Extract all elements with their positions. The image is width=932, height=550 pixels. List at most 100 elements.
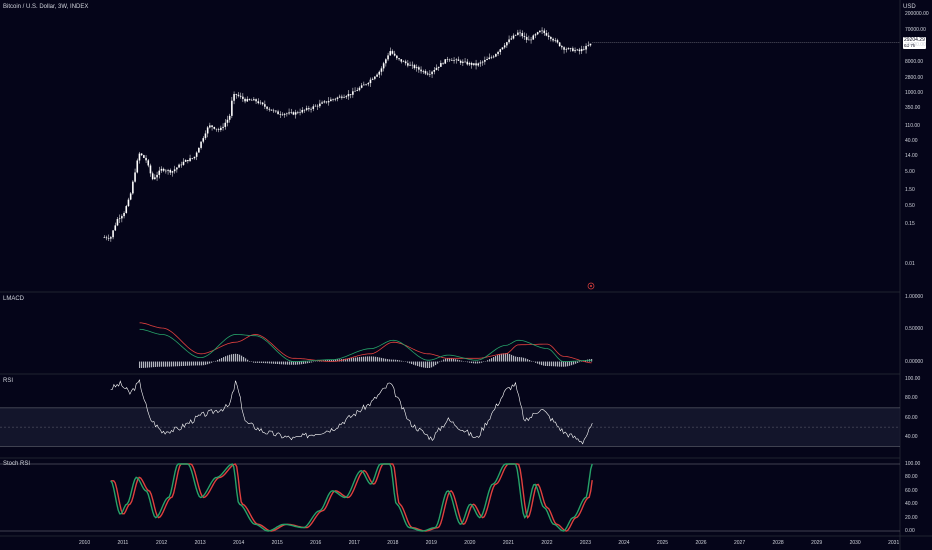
- stoch-k-line: [110, 463, 593, 532]
- lmacd-histogram-bar: [486, 360, 489, 362]
- candle-body: [466, 61, 469, 65]
- lmacd-histogram-bar: [456, 359, 459, 362]
- candle-body: [468, 63, 471, 65]
- lmacd-histogram-bar: [578, 361, 581, 363]
- lmacd-histogram-bar: [246, 359, 249, 362]
- candle-body: [556, 40, 559, 43]
- lmacd-histogram-bar: [170, 361, 173, 367]
- candle-body: [369, 79, 372, 84]
- time-axis-label: 2026: [695, 540, 707, 546]
- lmacd-histogram-bar: [466, 361, 469, 363]
- candle-body: [145, 157, 147, 161]
- candle-body: [409, 64, 411, 66]
- lmacd-histogram-bar: [410, 361, 413, 365]
- candle-body: [160, 168, 163, 171]
- lmacd-histogram-bar: [210, 361, 213, 363]
- candle-body: [158, 170, 161, 175]
- candle-body: [162, 168, 165, 171]
- lmacd-axis-label: 0.50000: [905, 326, 924, 333]
- candle-body: [585, 45, 587, 50]
- time-axis-label: 2013: [194, 540, 206, 546]
- lmacd-histogram-bar: [226, 355, 229, 362]
- time-axis-label: 2028: [772, 540, 784, 546]
- candle-body: [349, 94, 352, 95]
- lmacd-histogram-bar: [326, 359, 329, 362]
- candle-body: [118, 218, 121, 220]
- candle-body: [574, 50, 576, 52]
- candle-body: [477, 63, 480, 66]
- lmacd-histogram-bar: [398, 360, 401, 362]
- candle-body: [325, 101, 328, 103]
- price-axis-label: 1000.00: [905, 89, 924, 96]
- candle-body: [198, 147, 200, 153]
- lmacd-histogram-bar: [176, 361, 179, 367]
- lmacd-histogram-bar: [344, 358, 347, 362]
- candle-body: [404, 61, 407, 64]
- lmacd-histogram-bar: [292, 361, 295, 365]
- candle-body: [167, 169, 169, 171]
- price-axis-label: 350.00: [905, 105, 921, 112]
- candle-body: [147, 160, 150, 166]
- rsi-title[interactable]: RSI: [3, 378, 14, 384]
- lmacd-histogram-bar: [138, 361, 141, 368]
- lmacd-histogram-bar: [498, 354, 501, 362]
- candle-body: [255, 99, 257, 102]
- candle-body: [334, 98, 337, 100]
- stoch-rsi-title[interactable]: Stoch RSI: [3, 461, 31, 467]
- candle-body: [112, 230, 114, 238]
- candle-body: [495, 54, 497, 57]
- candle-body: [448, 59, 451, 61]
- lmacd-histogram-bar: [218, 358, 221, 362]
- candle-body: [411, 64, 414, 66]
- candle-body: [239, 95, 242, 97]
- candle-body: [169, 169, 172, 173]
- candle-body: [576, 49, 579, 51]
- lmacd-histogram-bar: [558, 361, 561, 367]
- time-axis-label: 2021: [502, 540, 514, 546]
- lmacd-histogram-bar: [230, 354, 233, 362]
- candle-body: [413, 65, 416, 69]
- time-axis-label: 2012: [156, 540, 168, 546]
- candle-body: [343, 97, 345, 98]
- lmacd-histogram-bar: [266, 361, 269, 364]
- lmacd-histogram-bar: [368, 356, 371, 362]
- lmacd-histogram-bar: [232, 353, 235, 362]
- candle-body: [374, 76, 376, 79]
- symbol-title[interactable]: Bitcoin / U.S. Dollar, 3W, INDEX: [3, 4, 89, 10]
- lmacd-histogram-bar: [492, 357, 495, 362]
- candle-body: [277, 111, 279, 115]
- candle-body: [316, 105, 319, 107]
- lmacd-histogram-bar: [452, 358, 455, 362]
- candle-body: [523, 36, 526, 37]
- event-marker-icon: [587, 282, 595, 290]
- candle-body: [272, 110, 275, 112]
- lmacd-histogram-bar: [378, 357, 381, 362]
- lmacd-histogram-bar: [430, 361, 433, 368]
- price-axis-label: 5.00: [905, 168, 915, 175]
- candle-body: [385, 59, 387, 64]
- lmacd-histogram-bar: [258, 361, 261, 363]
- lmacd-histogram-bar: [204, 361, 207, 365]
- lmacd-histogram-bar: [522, 357, 525, 362]
- candle-body: [310, 108, 312, 110]
- lmacd-histogram-bar: [574, 361, 577, 364]
- bar-countdown: 6d 7h: [904, 43, 916, 48]
- candle-body: [140, 153, 143, 156]
- candle-body: [182, 161, 185, 165]
- candle-body: [455, 59, 458, 61]
- candle-body: [165, 170, 167, 172]
- candle-body: [154, 177, 156, 180]
- candle-body: [415, 67, 418, 69]
- lmacd-histogram-bar: [264, 361, 267, 364]
- candle-body: [437, 66, 440, 68]
- time-axis-label: 2020: [464, 540, 476, 546]
- lmacd-histogram-bar: [488, 359, 491, 362]
- candle-body: [578, 49, 581, 52]
- lmacd-histogram-bar: [224, 356, 227, 362]
- lmacd-title[interactable]: LMACD: [3, 296, 25, 302]
- candle-body: [565, 49, 568, 50]
- candle-body: [233, 94, 235, 101]
- lmacd-histogram-bar: [434, 361, 437, 366]
- lmacd-histogram-bar: [540, 361, 543, 366]
